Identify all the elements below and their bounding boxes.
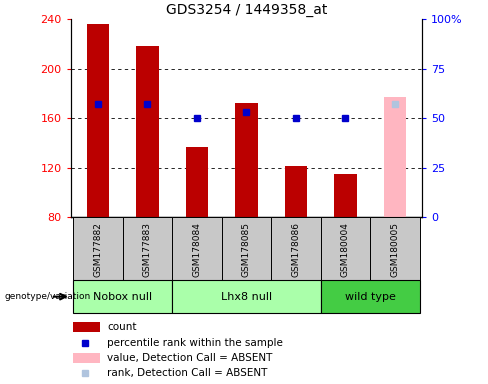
Text: GSM180004: GSM180004 — [341, 222, 350, 277]
Bar — [271, 217, 321, 280]
Bar — [87, 24, 109, 217]
Bar — [136, 46, 159, 217]
Bar — [186, 147, 208, 217]
Text: Lhx8 null: Lhx8 null — [221, 291, 272, 302]
Bar — [370, 217, 420, 280]
Text: genotype/variation: genotype/variation — [5, 292, 91, 301]
Bar — [73, 323, 100, 332]
Bar — [222, 217, 271, 280]
Bar — [235, 103, 258, 217]
Text: GSM178085: GSM178085 — [242, 222, 251, 277]
Text: Nobox null: Nobox null — [93, 291, 152, 302]
Text: GSM178084: GSM178084 — [192, 222, 202, 277]
Bar — [73, 217, 122, 280]
Text: rank, Detection Call = ABSENT: rank, Detection Call = ABSENT — [107, 368, 268, 378]
Text: percentile rank within the sample: percentile rank within the sample — [107, 338, 283, 348]
Title: GDS3254 / 1449358_at: GDS3254 / 1449358_at — [166, 3, 327, 17]
Text: GSM177883: GSM177883 — [143, 222, 152, 277]
Text: GSM178086: GSM178086 — [291, 222, 301, 277]
Text: value, Detection Call = ABSENT: value, Detection Call = ABSENT — [107, 353, 273, 363]
Bar — [73, 353, 100, 362]
Bar — [321, 217, 370, 280]
Text: GSM177882: GSM177882 — [94, 222, 102, 277]
Bar — [73, 280, 172, 313]
Bar — [172, 217, 222, 280]
Bar — [172, 280, 321, 313]
Bar — [334, 174, 357, 217]
Bar — [384, 97, 406, 217]
Text: count: count — [107, 322, 137, 332]
Bar — [122, 217, 172, 280]
Bar — [321, 280, 420, 313]
Text: wild type: wild type — [345, 291, 396, 302]
Text: GSM180005: GSM180005 — [390, 222, 399, 277]
Bar — [285, 166, 307, 217]
